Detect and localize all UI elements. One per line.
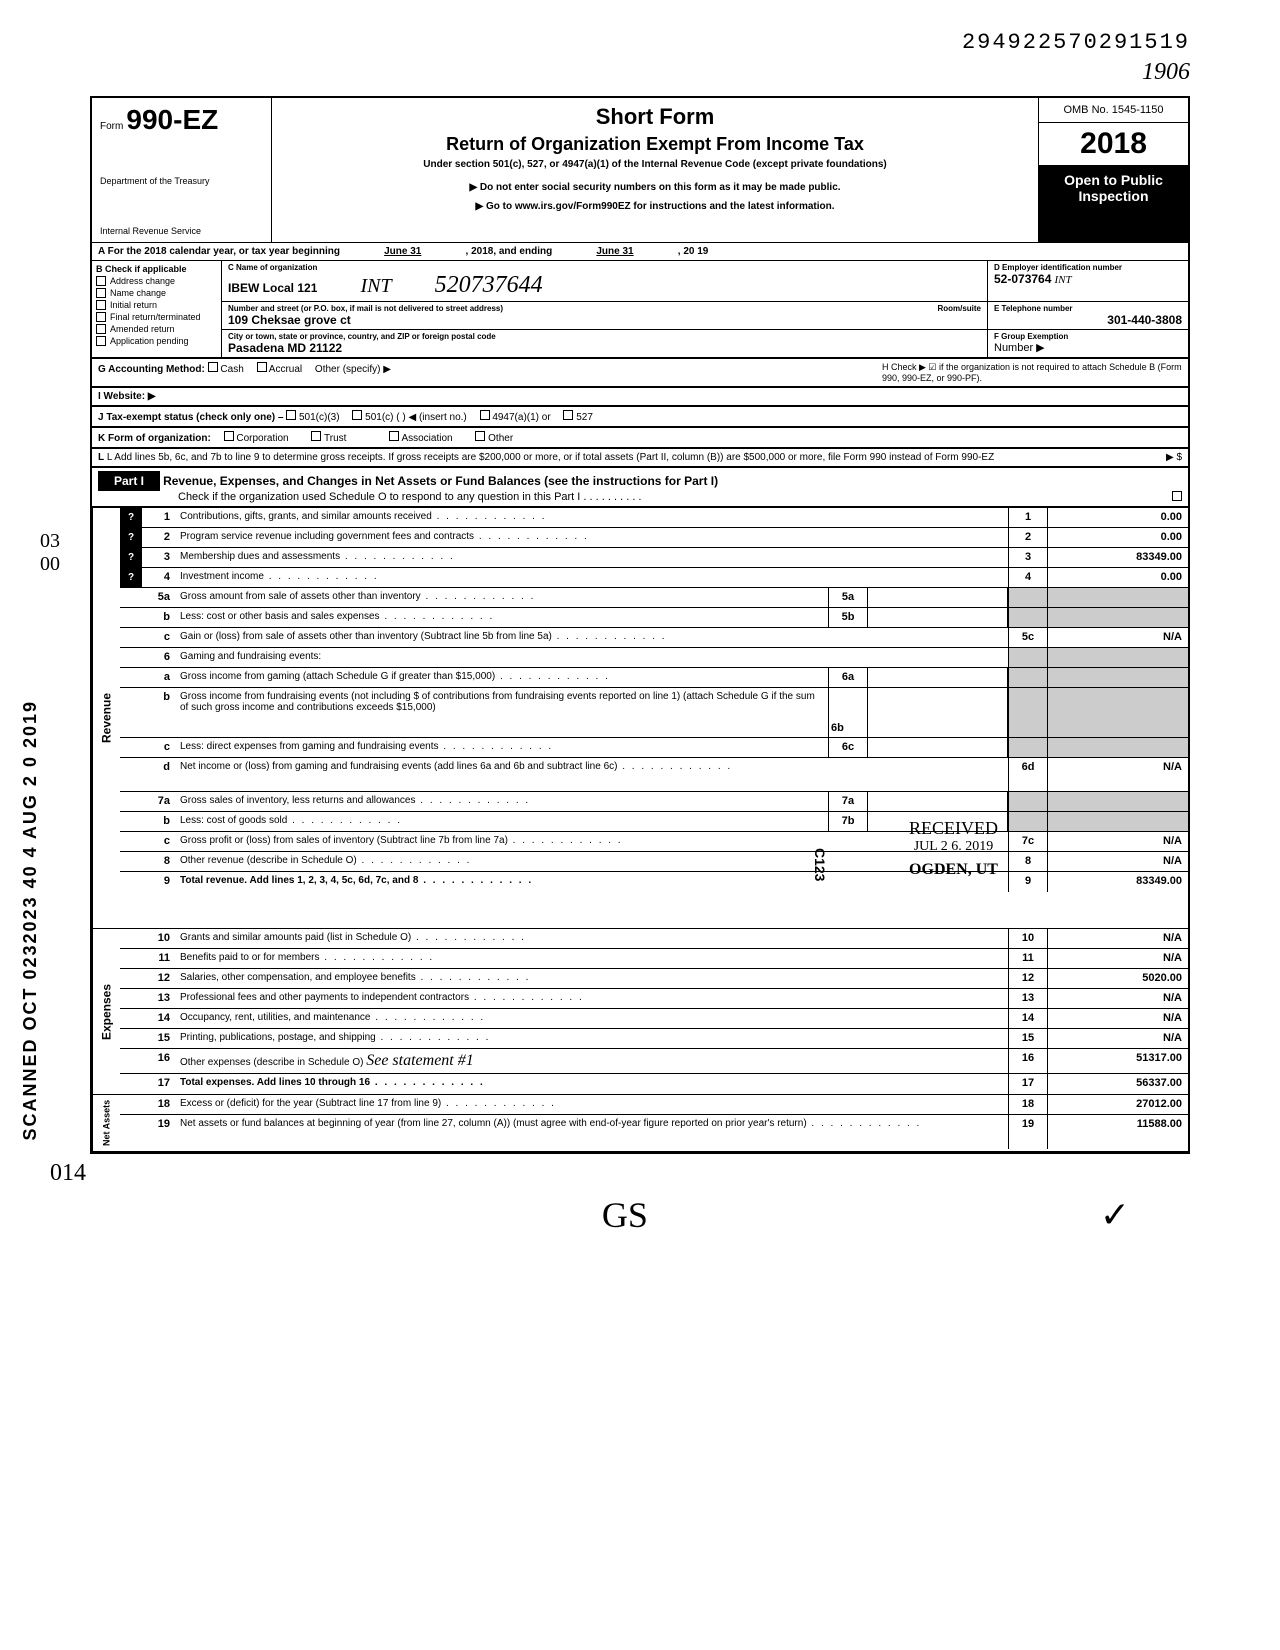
- handwritten-top: 1906: [90, 59, 1190, 86]
- scanned-stamp: SCANNED OCT 0232023 40 4 AUG 2 0 2019: [20, 700, 41, 1141]
- cb-initial-return[interactable]: [96, 300, 106, 310]
- help-icon[interactable]: ?: [120, 508, 142, 527]
- c123-stamp: C123: [812, 848, 828, 881]
- received-stamp: RECEIVED JUL 2 6. 2019 OGDEN, UT: [909, 818, 998, 879]
- signature-gs: GS: [602, 1194, 648, 1236]
- row-k: K Form of organization: Corporation Trus…: [90, 428, 1190, 449]
- expenses-side-label: Expenses: [92, 929, 120, 1094]
- city-value: Pasadena MD 21122: [228, 341, 981, 355]
- help-icon[interactable]: ?: [120, 528, 142, 547]
- section-b-header: B Check if applicable: [96, 264, 217, 274]
- cb-association[interactable]: [389, 431, 399, 441]
- telephone-box: E Telephone number 301-440-3808: [988, 302, 1188, 330]
- cb-name-change[interactable]: [96, 288, 106, 298]
- ein-box: D Employer identification number 52-0737…: [988, 261, 1188, 302]
- cb-final-return[interactable]: [96, 312, 106, 322]
- form-note: ▶ Do not enter social security numbers o…: [284, 182, 1026, 193]
- row-h: H Check ▶ ☑ if the organization is not r…: [882, 362, 1182, 383]
- cb-application-pending[interactable]: [96, 336, 106, 346]
- form-number: 990-EZ: [126, 104, 218, 135]
- signature-check: ✓: [1100, 1194, 1130, 1236]
- form-title: Short Form: [284, 104, 1026, 130]
- document-number: 294922570291519: [90, 30, 1190, 55]
- ein-value: 52-073764: [994, 272, 1051, 286]
- group-exemption-box: F Group Exemption Number ▶: [988, 330, 1188, 357]
- section-b: B Check if applicable Address change Nam…: [92, 261, 222, 357]
- city-box: City or town, state or province, country…: [222, 330, 988, 357]
- row-l: L L Add lines 5b, 6c, and 7b to line 9 t…: [90, 449, 1190, 468]
- omb-number: OMB No. 1545-1150: [1039, 98, 1188, 123]
- part1-title: Revenue, Expenses, and Changes in Net As…: [163, 474, 718, 488]
- row-a-calendar: A For the 2018 calendar year, or tax yea…: [90, 242, 1190, 261]
- cb-address-change[interactable]: [96, 276, 106, 286]
- ein-handwritten: INT: [1054, 274, 1071, 286]
- open-public: Open to Public Inspection: [1039, 166, 1188, 242]
- cb-amended[interactable]: [96, 324, 106, 334]
- cb-trust[interactable]: [311, 431, 321, 441]
- cb-501c3[interactable]: [286, 410, 296, 420]
- part1-table: Revenue ?1Contributions, gifts, grants, …: [90, 508, 1190, 1154]
- org-details: C Name of organization IBEW Local 121 IN…: [222, 261, 1188, 357]
- address-value: 109 Cheksae grove ct: [228, 313, 981, 327]
- cb-501c[interactable]: [352, 410, 362, 420]
- form-left-box: Form 990-EZ Department of the Treasury I…: [92, 98, 272, 242]
- revenue-side-label: Revenue: [92, 508, 120, 928]
- row-g-h: G Accounting Method: Cash Accrual Other …: [90, 359, 1190, 388]
- row-i: I Website: ▶: [90, 388, 1190, 407]
- cb-schedule-o[interactable]: [1172, 491, 1182, 501]
- cb-accrual[interactable]: [257, 362, 267, 372]
- cb-4947[interactable]: [480, 410, 490, 420]
- org-name-box: C Name of organization IBEW Local 121 IN…: [222, 261, 988, 302]
- part1-header: Part I Revenue, Expenses, and Changes in…: [90, 468, 1190, 508]
- form-center-box: Short Form Return of Organization Exempt…: [272, 98, 1038, 242]
- form-header: Form 990-EZ Department of the Treasury I…: [90, 96, 1190, 242]
- tax-year: 20120188: [1039, 123, 1188, 166]
- form-right-box: OMB No. 1545-1150 20120188 Open to Publi…: [1038, 98, 1188, 242]
- form-word: Form: [100, 121, 123, 132]
- address-box: Number and street (or P.O. box, if mail …: [222, 302, 988, 330]
- form-under: Under section 501(c), 527, or 4947(a)(1)…: [284, 159, 1026, 170]
- cb-cash[interactable]: [208, 362, 218, 372]
- left-handwritten-014: 014: [50, 1160, 86, 1187]
- form-subtitle: Return of Organization Exempt From Incom…: [284, 134, 1026, 155]
- cb-527[interactable]: [563, 410, 573, 420]
- dept-line2: Internal Revenue Service: [100, 226, 263, 236]
- dept-line1: Department of the Treasury: [100, 176, 263, 186]
- org-name: IBEW Local 121: [228, 281, 317, 295]
- bottom-signatures: GS ✓: [90, 1194, 1190, 1236]
- telephone-value: 301-440-3808: [994, 313, 1182, 327]
- handwritten-see-statement: See statement #1: [366, 1052, 474, 1069]
- handwritten-num: 520737644: [435, 272, 543, 298]
- left-handwritten: 03 00: [40, 530, 60, 576]
- assets-side-label: Net Assets: [92, 1095, 120, 1151]
- row-j: J Tax-exempt status (check only one) – 5…: [90, 407, 1190, 428]
- part1-tag: Part I: [98, 471, 160, 491]
- cb-other[interactable]: [475, 431, 485, 441]
- help-icon[interactable]: ?: [120, 568, 142, 587]
- help-icon[interactable]: ?: [120, 548, 142, 567]
- form-goto: ▶ Go to www.irs.gov/Form990EZ for instru…: [284, 201, 1026, 212]
- cb-corporation[interactable]: [224, 431, 234, 441]
- handwritten-int: INT: [360, 275, 391, 297]
- org-info-grid: B Check if applicable Address change Nam…: [90, 261, 1190, 359]
